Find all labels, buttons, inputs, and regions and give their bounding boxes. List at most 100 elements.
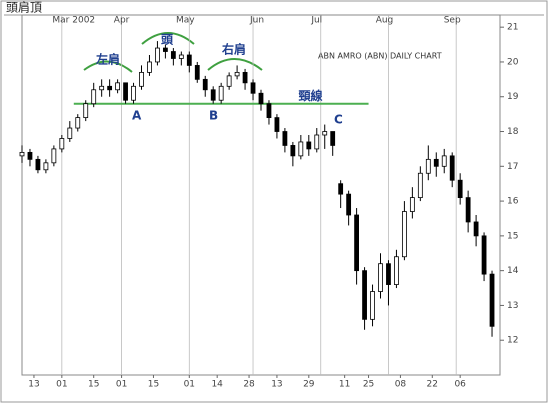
annotation: 右肩 [221,42,246,57]
candle-body [202,78,208,91]
candle-body [417,172,423,199]
chart-title: 頭肩頂 [6,0,42,15]
chart-subtitle: ABN AMRO (ABN) DAILY CHART [318,52,442,61]
candle-body [489,273,495,327]
candle-body [147,61,152,73]
candle-body [115,82,120,91]
y-tick-label: 19 [507,92,519,102]
annotation: A [132,109,142,123]
y-tick-label: 13 [507,301,518,311]
candle-body [386,263,391,285]
annotation: C [334,113,343,127]
candle-body [441,155,447,167]
candle-body [370,291,375,320]
candle-body [433,158,439,167]
x-tick-label: 25 [363,380,374,390]
candle-body [218,85,224,101]
candle-body [250,82,256,94]
candle-body [123,82,128,101]
candle-body [282,131,288,146]
annotation: 頭 [161,33,174,47]
candle-body [354,214,360,272]
candle-body [473,221,479,237]
candle-body [338,183,344,195]
x-tick-label: 08 [395,380,407,390]
candle-body [457,179,463,199]
month-label: Jun [249,16,264,26]
candle-body [401,211,407,258]
candle-body [155,47,160,63]
candle-body [35,158,41,171]
x-tick-label: 28 [243,380,255,390]
candle-body [481,235,487,275]
neckline-label: 頸線 [299,88,323,103]
candle-body [234,71,240,77]
candle-body [194,65,200,80]
candle-body [394,256,399,285]
candle-body [43,162,49,171]
month-label: May [176,16,195,26]
x-tick-label: 22 [427,380,438,390]
x-tick-label: 13 [271,380,282,390]
candle-body [322,131,328,136]
x-tick-label: 01 [184,380,195,390]
x-tick-label: 14 [211,380,223,390]
x-tick-label: 01 [116,380,127,390]
candle-body [242,71,248,84]
candle-body [91,89,97,105]
x-tick-label: 06 [454,380,466,390]
candle-body [19,151,25,157]
candle-body [75,117,81,129]
shoulder-arc [83,60,133,73]
candle-body [274,117,280,132]
x-tick-label: 29 [303,380,315,390]
annotation: B [209,109,218,123]
candle-body [83,103,89,119]
candle-body [330,131,336,146]
y-tick-label: 15 [507,231,518,241]
candle-body [378,263,383,292]
candle-body [226,75,232,87]
y-tick-label: 14 [507,266,519,276]
x-tick-label: 01 [56,380,67,390]
shoulder-arc [207,58,263,71]
candle-body [362,270,367,320]
candle-body [266,103,272,119]
y-tick-label: 18 [507,127,519,137]
month-label: Aug [376,16,394,26]
candle-body [178,54,184,59]
y-tick-label: 12 [507,336,518,346]
annotation: 左肩 [95,52,120,67]
candle-body [346,193,352,216]
candle-body [210,89,216,101]
month-label: Mar 2002 [52,16,95,26]
candle-body [314,134,320,150]
candle-body [170,51,176,59]
candle-body [258,92,264,105]
y-tick-label: 16 [507,197,519,207]
candle-body [131,85,136,101]
x-tick-label: 15 [148,380,159,390]
x-tick-label: 13 [28,380,39,390]
month-label: Sep [444,16,461,26]
candle-body [298,141,304,157]
candle-body [186,54,192,66]
month-label: Jul [310,16,322,26]
candle-body [306,141,312,150]
candle-body [67,127,73,139]
candle-body [139,71,144,87]
candle-body [107,85,113,91]
plot-area [21,14,501,376]
y-tick-label: 20 [507,57,519,67]
candle-body [51,148,57,164]
candle-body [409,197,415,212]
x-tick-label: 11 [339,380,350,390]
candle-body [465,197,471,223]
candle-body [59,138,65,150]
candle-body [290,145,296,157]
x-tick-label: 15 [88,380,99,390]
month-label: Apr [114,16,130,26]
candle-body [425,158,431,174]
candle-body [162,47,168,52]
